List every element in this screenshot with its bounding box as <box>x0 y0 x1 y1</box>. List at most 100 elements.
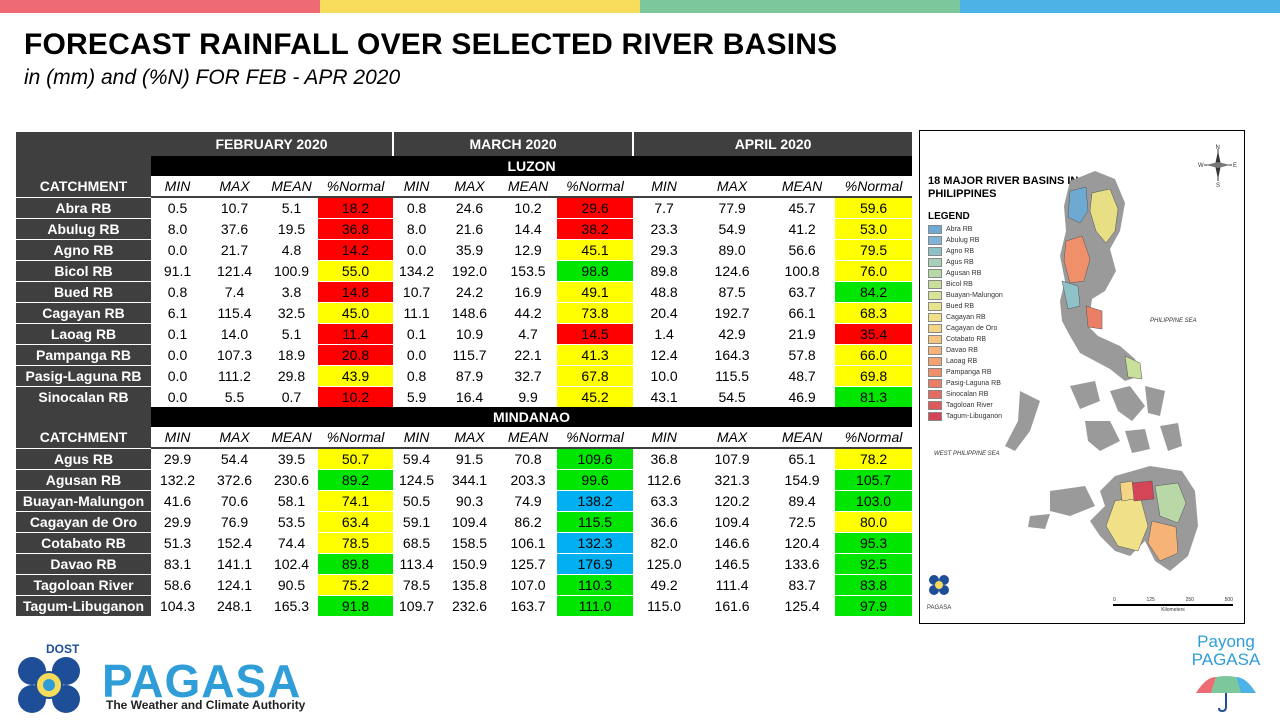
catchment-name: Cagayan RB <box>16 302 151 324</box>
rainfall-cell: 107.3 <box>204 344 265 366</box>
legend-swatch <box>928 357 942 366</box>
legend-item: Buayan-Malungon <box>928 290 1003 301</box>
legend-label: Cotabato RB <box>946 336 987 343</box>
table-row: Buayan-Malungon 41.6 70.6 58.1 74.1 50.5 90.3 7… <box>16 490 913 512</box>
legend-item: Cagayan de Oro <box>928 323 1003 334</box>
percent-normal-cell: 36.8 <box>318 218 394 240</box>
rainfall-cell: 163.7 <box>499 595 558 616</box>
column-header: MIN <box>633 176 696 198</box>
column-header: MIN <box>151 176 204 198</box>
catchment-name: Tagum-Libuganon <box>16 595 151 616</box>
rainfall-cell: 121.4 <box>204 260 265 282</box>
rainfall-cell: 14.4 <box>499 218 558 240</box>
column-header: MEAN <box>499 427 558 449</box>
rainfall-cell: 56.6 <box>769 239 836 261</box>
rainfall-cell: 86.2 <box>499 511 558 533</box>
legend-label: Buayan-Malungon <box>946 292 1003 299</box>
legend-swatch <box>928 313 942 322</box>
table-row: Abra RB 0.5 10.7 5.1 18.2 0.8 24.6 10.2 29.6 7.7 7… <box>16 196 913 219</box>
percent-normal-cell: 59.6 <box>835 196 913 219</box>
map-title: 18 MAJOR RIVER BASINS IN THE PHILIPPINES <box>928 175 1104 200</box>
rainfall-cell: 153.5 <box>499 260 558 282</box>
sea-label-west: WEST PHILIPPINE SEA <box>934 451 1000 457</box>
rainfall-cell: 100.9 <box>265 260 318 282</box>
percent-normal-cell: 105.7 <box>835 469 913 491</box>
legend-item: Pasig-Laguna RB <box>928 378 1003 389</box>
table-row: Tagoloan River 58.6 124.1 90.5 75.2 78.5 135.8… <box>16 574 913 596</box>
month-header: FEBRUARY 2020 <box>151 132 394 156</box>
rainfall-cell: 113.4 <box>393 553 441 575</box>
rainfall-cell: 0.1 <box>393 323 441 345</box>
table-row: Davao RB 83.1 141.1 102.4 89.8 113.4 150.9 125.… <box>16 553 913 575</box>
percent-normal-cell: 78.5 <box>318 532 394 554</box>
legend-label: Abra RB <box>946 226 973 233</box>
column-header: MAX <box>204 176 265 198</box>
percent-normal-cell: 115.5 <box>557 511 634 533</box>
percent-normal-cell: 89.8 <box>318 553 394 575</box>
rainfall-cell: 321.3 <box>695 469 770 491</box>
rainfall-cell: 12.9 <box>499 239 558 261</box>
rainfall-cell: 125.4 <box>769 595 836 616</box>
sea-label-east: PHILIPPINE SEA <box>1150 318 1197 324</box>
catchment-name: Agus RB <box>16 447 151 470</box>
rainfall-cell: 107.0 <box>499 574 558 596</box>
map-legend: Abra RB Abulug RB Agno RB Agus RB Agusan RB B… <box>928 224 1003 422</box>
percent-normal-cell: 138.2 <box>557 490 634 512</box>
rainfall-cell: 63.3 <box>633 490 696 512</box>
rainfall-cell: 14.0 <box>204 323 265 345</box>
percent-normal-cell: 92.5 <box>835 553 913 575</box>
percent-normal-cell: 11.4 <box>318 323 394 345</box>
rainfall-cell: 372.6 <box>204 469 265 491</box>
percent-normal-cell: 45.1 <box>557 239 634 261</box>
rainfall-cell: 74.4 <box>265 532 318 554</box>
rainfall-cell: 102.4 <box>265 553 318 575</box>
rainfall-cell: 45.7 <box>769 196 836 219</box>
percent-normal-cell: 14.5 <box>557 323 634 345</box>
legend-swatch <box>928 291 942 300</box>
rainfall-cell: 70.6 <box>204 490 265 512</box>
rainfall-cell: 16.9 <box>499 281 558 303</box>
percent-normal-cell: 63.4 <box>318 511 394 533</box>
column-header: MEAN <box>265 427 318 449</box>
percent-normal-cell: 67.8 <box>557 365 634 387</box>
section-header: MINDANAO <box>151 407 913 427</box>
column-header: MAX <box>440 427 500 449</box>
table-row: Pasig-Laguna RB 0.0 111.2 29.8 43.9 0.8 87.9 32… <box>16 365 913 387</box>
rainfall-cell: 124.6 <box>695 260 770 282</box>
table-row: Agus RB 29.9 54.4 39.5 50.7 59.4 91.5 70.8 109.6… <box>16 447 913 470</box>
rainfall-cell: 82.0 <box>633 532 696 554</box>
table-row: Pampanga RB 0.0 107.3 18.9 20.8 0.0 115.7 22.1 4… <box>16 344 913 366</box>
top-bar-yellow <box>320 0 640 13</box>
rainfall-cell: 0.0 <box>151 344 204 366</box>
rainfall-cell: 146.5 <box>695 553 770 575</box>
legend-item: Abulug RB <box>928 235 1003 246</box>
table-row: Bicol RB 91.1 121.4 100.9 55.0 134.2 192.0 153.… <box>16 260 913 282</box>
catchment-name: Tagoloan River <box>16 574 151 596</box>
rainfall-cell: 344.1 <box>440 469 500 491</box>
percent-normal-cell: 103.0 <box>835 490 913 512</box>
rainfall-cell: 120.2 <box>695 490 770 512</box>
rainfall-cell: 132.2 <box>151 469 204 491</box>
rainfall-cell: 24.2 <box>440 281 500 303</box>
table-row: Cagayan RB 6.1 115.4 32.5 45.0 11.1 148.6 44.2 7… <box>16 302 913 324</box>
rainfall-cell: 78.5 <box>393 574 441 596</box>
rainfall-cell: 192.0 <box>440 260 500 282</box>
percent-normal-cell: 74.1 <box>318 490 394 512</box>
rainfall-cell: 91.5 <box>440 447 500 470</box>
rainfall-cell: 5.5 <box>204 386 265 407</box>
legend-label: Tagum-Libuganon <box>946 413 1003 420</box>
column-header: %Normal <box>318 427 394 449</box>
rainfall-cell: 37.6 <box>204 218 265 240</box>
section-header: LUZON <box>151 156 913 176</box>
rainfall-cell: 0.0 <box>151 386 204 407</box>
column-header: %Normal <box>835 176 913 198</box>
rainfall-cell: 109.4 <box>695 511 770 533</box>
percent-normal-cell: 49.1 <box>557 281 634 303</box>
rainfall-cell: 74.9 <box>499 490 558 512</box>
percent-normal-cell: 73.8 <box>557 302 634 324</box>
section-header-row: LUZON <box>16 156 913 176</box>
column-header: MEAN <box>265 176 318 198</box>
section-spacer <box>16 407 151 427</box>
percent-normal-cell: 99.6 <box>557 469 634 491</box>
rainfall-cell: 16.4 <box>440 386 500 407</box>
